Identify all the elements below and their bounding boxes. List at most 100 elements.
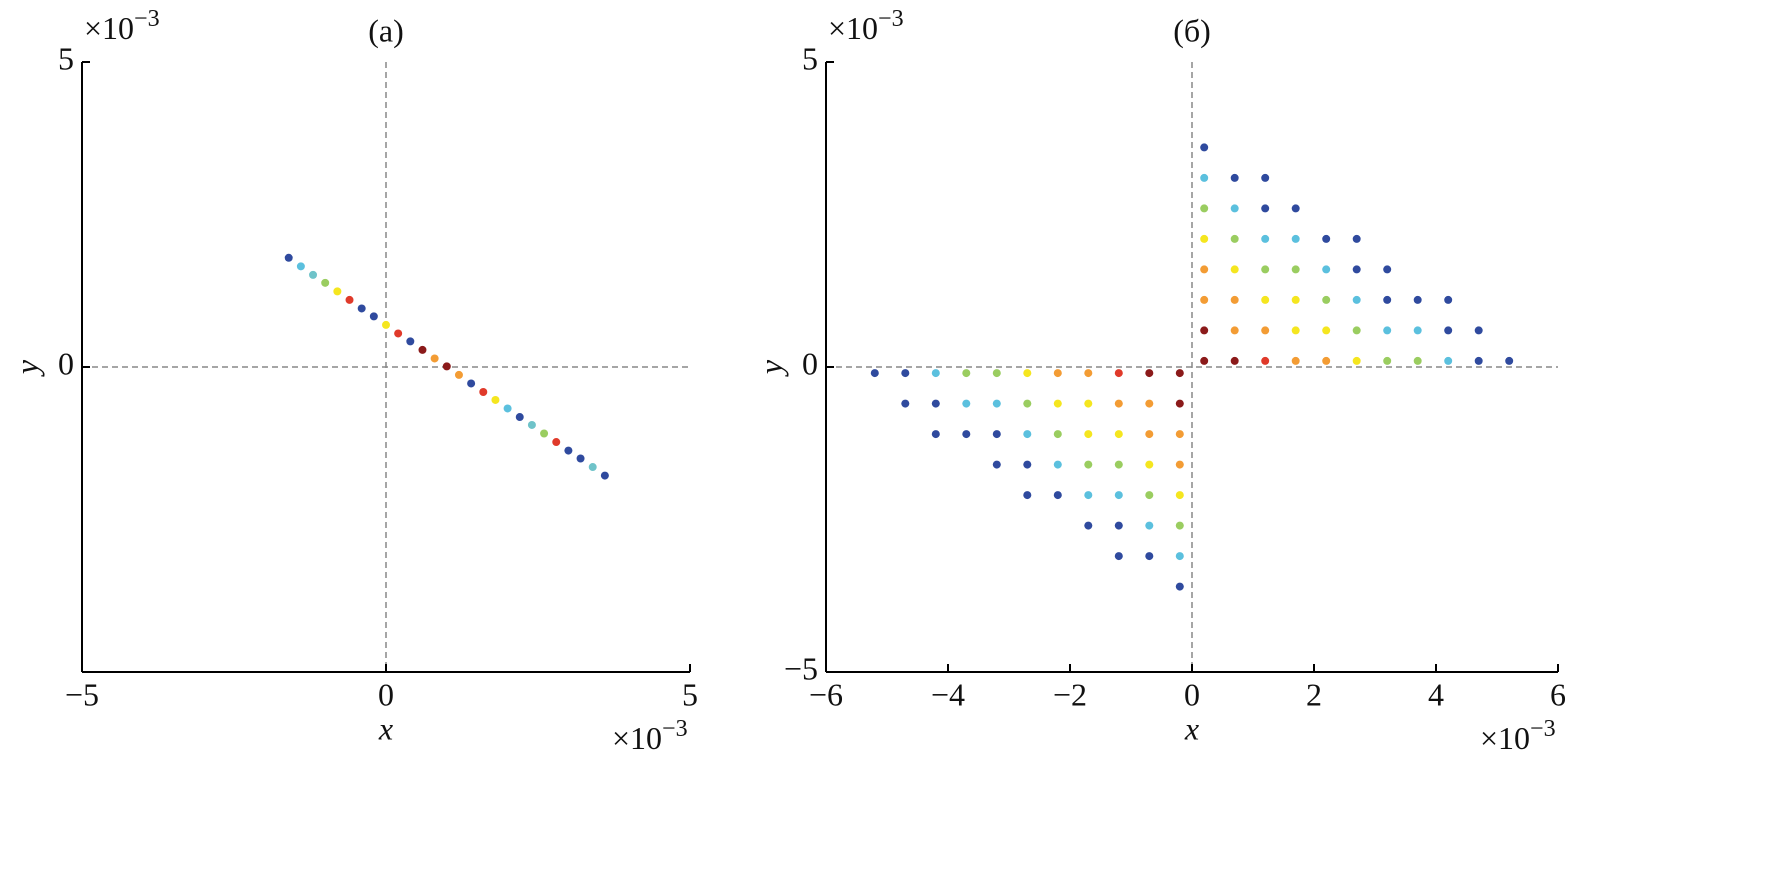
scatter-point (1200, 326, 1209, 335)
multiplier-exponent: −3 (134, 6, 160, 32)
x-axis-label: x (378, 710, 393, 746)
scatter-point (992, 460, 1001, 469)
scatter-point (454, 370, 463, 379)
x-tick-label: 6 (1550, 676, 1566, 712)
scatter-point (1084, 399, 1093, 408)
x-tick-label: 2 (1306, 676, 1322, 712)
x-tick-label: −2 (1053, 676, 1087, 712)
scatter-point (1084, 460, 1093, 469)
x-tick-label: 5 (682, 676, 698, 712)
scatter-point (1230, 173, 1239, 182)
y-tick-label: −5 (784, 650, 818, 686)
scatter-point (1230, 295, 1239, 304)
scatter-point (430, 354, 439, 363)
scatter-point (515, 413, 524, 422)
scatter-point (1200, 173, 1209, 182)
axis-multiplier: ×10−3 (84, 6, 160, 47)
scatter-point (503, 404, 512, 413)
axis-multiplier: ×10−3 (828, 6, 904, 47)
scatter-point (1383, 326, 1392, 335)
scatter-point (406, 337, 415, 346)
scatter-point (1291, 234, 1300, 243)
x-tick-label: −6 (809, 676, 843, 712)
scatter-point (1053, 399, 1062, 408)
scatter-point (345, 295, 354, 304)
scatter-point (1322, 234, 1331, 243)
scatter-point (1291, 204, 1300, 213)
scatter-point (931, 430, 940, 439)
scatter-point (296, 262, 305, 271)
scatter-point (1114, 552, 1123, 561)
scatter-point (394, 329, 403, 338)
scatter-point (992, 399, 1001, 408)
scatter-point (600, 471, 609, 480)
scatter-point (1230, 356, 1239, 365)
scatter-point (1322, 326, 1331, 335)
scatter-point (1261, 326, 1270, 335)
scatter-point (467, 379, 476, 388)
scatter-point (1084, 521, 1093, 530)
y-axis-label: y (8, 359, 44, 377)
scatter-point (1175, 399, 1184, 408)
scatter-point (1444, 295, 1453, 304)
scatter-point (588, 463, 597, 472)
scatter-point (1200, 265, 1209, 274)
scatter-point (1145, 369, 1154, 378)
scatter-point (1145, 552, 1154, 561)
multiplier-base: ×10 (1480, 720, 1530, 756)
scatter-point (1230, 204, 1239, 213)
scatter-point (901, 369, 910, 378)
scatter-point (931, 369, 940, 378)
scatter-point (992, 430, 1001, 439)
scatter-point (1145, 521, 1154, 530)
x-axis-label: x (1184, 710, 1199, 746)
scatter-point (1053, 491, 1062, 500)
scatter-point (1474, 326, 1483, 335)
y-tick-label: 5 (802, 40, 818, 76)
scatter-point (1261, 204, 1270, 213)
scatter-point (1352, 326, 1361, 335)
scatter-point (1352, 234, 1361, 243)
scatter-point (1175, 582, 1184, 591)
scatter-point (1023, 430, 1032, 439)
scatter-point (1383, 295, 1392, 304)
scatter-point (1230, 234, 1239, 243)
y-tick-label: 0 (58, 345, 74, 381)
scatter-point (1114, 369, 1123, 378)
scatter-point (1322, 356, 1331, 365)
scatter-point (962, 369, 971, 378)
multiplier-exponent: −3 (878, 6, 904, 32)
scatter-point (1383, 265, 1392, 274)
scatter-point (1474, 356, 1483, 365)
scatter-point (1230, 326, 1239, 335)
scatter-point (1413, 295, 1422, 304)
scatter-point (309, 270, 318, 279)
scatter-point (1291, 265, 1300, 274)
scatter-point (1145, 399, 1154, 408)
scatter-point (1322, 265, 1331, 274)
scatter-point (1175, 430, 1184, 439)
scatter-point (1200, 295, 1209, 304)
scatter-point (1175, 460, 1184, 469)
scatter-point (333, 287, 342, 296)
scatter-point (321, 278, 330, 287)
panel-title: (а) (368, 12, 404, 48)
scatter-point (962, 430, 971, 439)
scatter-point (1114, 430, 1123, 439)
scatter-point (1230, 265, 1239, 274)
y-axis-label: y (752, 359, 788, 377)
scatter-point (284, 253, 293, 262)
scatter-point (1383, 356, 1392, 365)
scatter-point (1352, 265, 1361, 274)
y-tick-label: 5 (58, 40, 74, 76)
scatter-point (1261, 173, 1270, 182)
multiplier-base: ×10 (828, 10, 878, 46)
scatter-point (1413, 356, 1422, 365)
scatter-point (1291, 326, 1300, 335)
scatter-point (1114, 491, 1123, 500)
scatter-point (1291, 356, 1300, 365)
x-tick-label: 4 (1428, 676, 1444, 712)
scatter-point (992, 369, 1001, 378)
scatter-point (1175, 521, 1184, 530)
scatter-point (442, 362, 451, 371)
